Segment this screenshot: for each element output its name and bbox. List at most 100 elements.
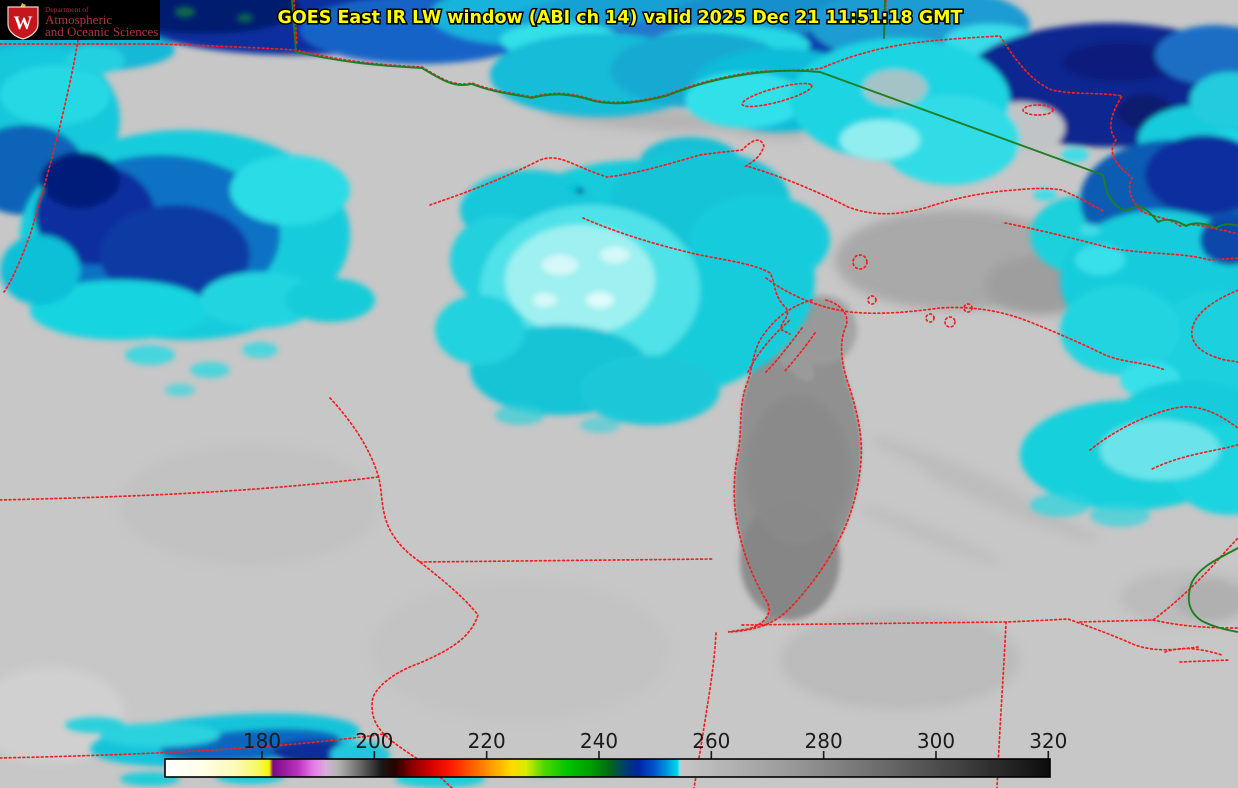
- state-border-line: [765, 277, 1166, 371]
- colorbar-tick-label: 300: [917, 729, 955, 753]
- state-border-line: [1152, 619, 1238, 629]
- state-border-line: [1022, 104, 1054, 116]
- cloud-blob: [100, 205, 250, 305]
- state-border-line: [1089, 406, 1238, 451]
- cloud-blob: [580, 355, 720, 425]
- cloud-blob: [190, 362, 230, 378]
- colorbar-tick-label: 260: [692, 729, 730, 753]
- international-border: [291, 0, 1238, 633]
- cloud-blob: [1062, 42, 1178, 82]
- cloud-blob: [880, 95, 1020, 185]
- colorbar-tick-label: 200: [355, 729, 393, 753]
- cloud-blob: [165, 384, 195, 396]
- cloud-blob: [505, 225, 655, 335]
- cloud-blob: [580, 417, 620, 433]
- cloud-blob: [1155, 25, 1238, 85]
- cloud-blob: [1030, 493, 1090, 517]
- colorbar-tick-label: 220: [468, 729, 506, 753]
- cloud-blob: [435, 295, 525, 365]
- cloud-blob: [1061, 148, 1089, 162]
- cloud-blob: [1145, 135, 1238, 215]
- cloud-blob: [40, 152, 120, 208]
- uw-crest: W: [7, 3, 39, 40]
- state-border-line: [429, 139, 1106, 215]
- state-border-line: [329, 397, 479, 788]
- cloud-blob: [863, 70, 927, 106]
- colorbar-tick-label: 320: [1029, 729, 1067, 753]
- state-border-line: [925, 313, 935, 323]
- state-border-line: [852, 254, 868, 270]
- cloud-blob: [586, 292, 614, 308]
- cloud-blob: [1060, 285, 1180, 375]
- state-border-line: [727, 299, 863, 633]
- colorbar-tick-label: 180: [243, 729, 281, 753]
- state-border-line: [582, 217, 791, 335]
- colorbar-frame: [164, 758, 1051, 778]
- cloud-blob: [840, 120, 920, 160]
- cloud-blob: [100, 723, 220, 747]
- cloud-blob: [65, 46, 125, 74]
- cloud-blob: [0, 235, 80, 305]
- state-border-line: [3, 39, 79, 293]
- cloud-blob: [533, 293, 557, 307]
- colorbar: 180 200 220 240 260 280 300 320: [164, 729, 1067, 778]
- cloud-blob: [176, 8, 194, 16]
- cloud-blob: [65, 717, 125, 733]
- cloud-blob: [238, 15, 252, 21]
- colorbar-ticks: 180 200 220 240 260 280 300 320: [243, 729, 1067, 759]
- cloud-blob: [1200, 215, 1238, 265]
- state-border-line: [741, 82, 813, 108]
- state-border-line: [944, 316, 956, 328]
- cloud-blob: [1090, 503, 1150, 527]
- cloud-blob: [30, 280, 210, 340]
- cloud-blob: [1190, 72, 1238, 128]
- crest-shield: [7, 6, 39, 40]
- international-border-line: [291, 0, 1238, 229]
- international-border-line: [1187, 547, 1238, 633]
- cloud-blob: [495, 405, 545, 425]
- logo-dept-line: Department of: [45, 5, 89, 14]
- state-border-line: [1079, 537, 1238, 623]
- cloud-blob: [0, 667, 125, 763]
- cloud-blob: [780, 610, 1020, 710]
- state-border-line: [0, 733, 385, 759]
- state-border-line: [0, 476, 379, 501]
- cloud-blob: [1100, 420, 1220, 480]
- state-border-line: [963, 303, 973, 313]
- state-border-line: [741, 618, 1199, 651]
- cloud-blob: [370, 580, 670, 720]
- cloud-blob: [600, 247, 630, 263]
- logo-line-1: Atmospheric: [45, 12, 112, 27]
- state-border-line: [419, 558, 713, 563]
- cloud-blob: [125, 345, 175, 365]
- cloud-blob: [285, 278, 375, 322]
- cloud-blob: [921, 468, 1099, 542]
- cloud-blob: [576, 188, 584, 194]
- cloud-blob: [1075, 245, 1125, 275]
- cloud-blob: [690, 195, 830, 285]
- state-border-line: [1004, 222, 1238, 261]
- state-border-line: [867, 295, 877, 305]
- colorbar-tick-label: 280: [805, 729, 843, 753]
- state-border-line: [293, 0, 298, 46]
- cloud-blob: [746, 395, 850, 545]
- colorbar-gradient-bar: [165, 759, 1050, 777]
- cloud-blob: [1080, 224, 1100, 236]
- international-border-line: [883, 0, 886, 39]
- state-border-line: [1149, 444, 1238, 471]
- cloud-blob: [860, 505, 1000, 565]
- logo-line-2: and Oceanic Sciences: [45, 24, 158, 39]
- image-title: GOES East IR LW window (ABI ch 14) valid…: [278, 8, 963, 28]
- state-border-line: [1164, 647, 1231, 663]
- cloud-blob: [871, 437, 1029, 503]
- cloud-blob: [120, 445, 380, 565]
- cloud-blob: [0, 65, 110, 125]
- cloud-blob: [542, 255, 578, 275]
- logo-block: W Department of Atmospheric and Oceanic …: [0, 0, 160, 40]
- state-border-line: [747, 319, 816, 375]
- cloud-blob: [230, 155, 350, 225]
- terrain-texture: [0, 86, 1238, 763]
